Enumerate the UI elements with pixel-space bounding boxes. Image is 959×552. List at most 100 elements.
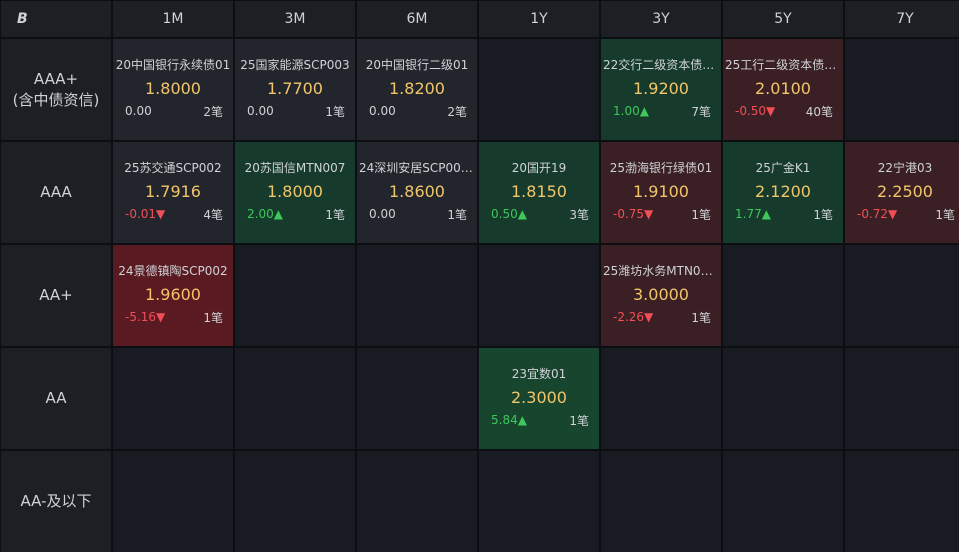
bond-meta: 5.84▲ 1笔	[479, 412, 599, 429]
bond-meta: -5.16▼ 1笔	[113, 309, 233, 326]
column-header-5y[interactable]: 5Y	[723, 1, 843, 37]
bond-yield: 1.7700	[267, 78, 323, 98]
bond-name: 25潍坊水务MTN00...	[603, 263, 720, 278]
bond-meta: -0.01▼ 4笔	[113, 206, 233, 223]
yield-change: 1.77▲	[735, 207, 771, 221]
column-header-1m[interactable]: 1M	[113, 1, 233, 37]
bond-yield: 1.8000	[145, 78, 201, 98]
row-header: AA-及以下	[1, 451, 111, 552]
empty-cell	[845, 245, 959, 346]
yield-change: -5.16▼	[125, 310, 166, 324]
bond-cell[interactable]: 24景德镇陶SCP002 1.9600 -5.16▼ 1笔	[113, 245, 233, 346]
bond-name: 20国开19	[511, 160, 567, 175]
row-header: AA	[1, 348, 111, 449]
bond-cell[interactable]: 24深圳安居SCP001... 1.8600 0.00 1笔	[357, 142, 477, 243]
trade-count: 4笔	[203, 207, 223, 222]
bond-name: 24景德镇陶SCP002	[118, 263, 228, 278]
empty-cell	[845, 348, 959, 449]
bond-cell[interactable]: 20苏国信MTN007 1.8000 2.00▲ 1笔	[235, 142, 355, 243]
trade-count: 2笔	[203, 104, 223, 119]
trade-count: 1笔	[813, 207, 833, 222]
empty-cell	[235, 348, 355, 449]
bond-name: 23宜数01	[511, 366, 567, 381]
empty-cell	[845, 451, 959, 552]
bond-yield: 3.0000	[633, 284, 689, 304]
bond-yield: 1.8600	[389, 181, 445, 201]
row-header: AAA+ (含中债资信)	[1, 39, 111, 140]
trade-count: 3笔	[569, 207, 589, 222]
yield-change: -0.01▼	[125, 207, 166, 221]
bond-name: 25广金K1	[755, 160, 811, 175]
bond-cell[interactable]: 22宁港03 2.2500 -0.72▼ 1笔	[845, 142, 959, 243]
bond-yield: 1.9600	[145, 284, 201, 304]
yield-change: -0.50▼	[735, 104, 776, 118]
empty-cell	[357, 451, 477, 552]
bond-yield: 2.1200	[755, 181, 811, 201]
bond-yield: 1.8000	[267, 181, 323, 201]
bond-meta: 0.50▲ 3笔	[479, 206, 599, 223]
bond-yield: 1.8200	[389, 78, 445, 98]
bond-name: 25渤海银行绿债01	[609, 160, 713, 175]
bond-cell[interactable]: 25渤海银行绿债01 1.9100 -0.75▼ 1笔	[601, 142, 721, 243]
bond-meta: -0.75▼ 1笔	[601, 206, 721, 223]
trade-count: 40笔	[805, 104, 833, 119]
column-header-6m[interactable]: 6M	[357, 1, 477, 37]
empty-cell	[723, 348, 843, 449]
bond-cell[interactable]: 25工行二级资本债0... 2.0100 -0.50▼ 40笔	[723, 39, 843, 140]
column-header-1y[interactable]: 1Y	[479, 1, 599, 37]
yield-change: 2.00▲	[247, 207, 283, 221]
bond-cell[interactable]: 25广金K1 2.1200 1.77▲ 1笔	[723, 142, 843, 243]
bond-meta: 0.00 2笔	[113, 103, 233, 120]
bond-cell[interactable]: 23宜数01 2.3000 5.84▲ 1笔	[479, 348, 599, 449]
bond-yield: 2.0100	[755, 78, 811, 98]
bond-yield: 1.9100	[633, 181, 689, 201]
bond-name: 25国家能源SCP003	[240, 57, 350, 72]
empty-cell	[479, 245, 599, 346]
column-header-3m[interactable]: 3M	[235, 1, 355, 37]
yield-change: 5.84▲	[491, 413, 527, 427]
empty-cell	[357, 245, 477, 346]
yield-change: -2.26▼	[613, 310, 654, 324]
yield-change: 0.50▲	[491, 207, 527, 221]
bond-name: 25工行二级资本债0...	[725, 57, 843, 72]
trade-count: 1笔	[203, 310, 223, 325]
bond-cell[interactable]: 22交行二级资本债0... 1.9200 1.00▲ 7笔	[601, 39, 721, 140]
column-header-7y[interactable]: 7Y	[845, 1, 959, 37]
bond-cell[interactable]: 25苏交通SCP002 1.7916 -0.01▼ 4笔	[113, 142, 233, 243]
trade-count: 1笔	[447, 207, 467, 222]
bond-cell[interactable]: 20中国银行二级01 1.8200 0.00 2笔	[357, 39, 477, 140]
empty-cell	[601, 451, 721, 552]
bond-cell[interactable]: 25国家能源SCP003 1.7700 0.00 1笔	[235, 39, 355, 140]
bond-name: 20中国银行二级01	[365, 57, 469, 72]
bond-name: 25苏交通SCP002	[124, 160, 222, 175]
bond-meta: 0.00 1笔	[357, 206, 477, 223]
trade-count: 2笔	[447, 104, 467, 119]
trade-count: 1笔	[325, 207, 345, 222]
trade-count: 1笔	[691, 310, 711, 325]
empty-cell	[113, 451, 233, 552]
bond-name: 22宁港03	[877, 160, 933, 175]
column-header-3y[interactable]: 3Y	[601, 1, 721, 37]
bond-name: 20苏国信MTN007	[244, 160, 346, 175]
trade-count: 1笔	[691, 207, 711, 222]
empty-cell	[723, 245, 843, 346]
bond-meta: 1.00▲ 7笔	[601, 103, 721, 120]
bond-meta: -0.72▼ 1笔	[845, 206, 959, 223]
bond-name: 22交行二级资本债0...	[603, 57, 721, 72]
empty-cell	[235, 245, 355, 346]
bond-cell[interactable]: 20国开19 1.8150 0.50▲ 3笔	[479, 142, 599, 243]
yield-change: 0.00	[247, 104, 274, 118]
yield-change: -0.72▼	[857, 207, 898, 221]
bond-cell[interactable]: 20中国银行永续债01 1.8000 0.00 2笔	[113, 39, 233, 140]
bond-cell[interactable]: 25潍坊水务MTN00... 3.0000 -2.26▼ 1笔	[601, 245, 721, 346]
row-header: AA+	[1, 245, 111, 346]
trade-count: 1笔	[569, 413, 589, 428]
yield-change: 0.00	[369, 207, 396, 221]
empty-cell	[479, 451, 599, 552]
bond-meta: -2.26▼ 1笔	[601, 309, 721, 326]
empty-cell	[479, 39, 599, 140]
yield-change: 0.00	[369, 104, 396, 118]
bond-yield: 1.7916	[145, 181, 201, 201]
yield-change: 1.00▲	[613, 104, 649, 118]
